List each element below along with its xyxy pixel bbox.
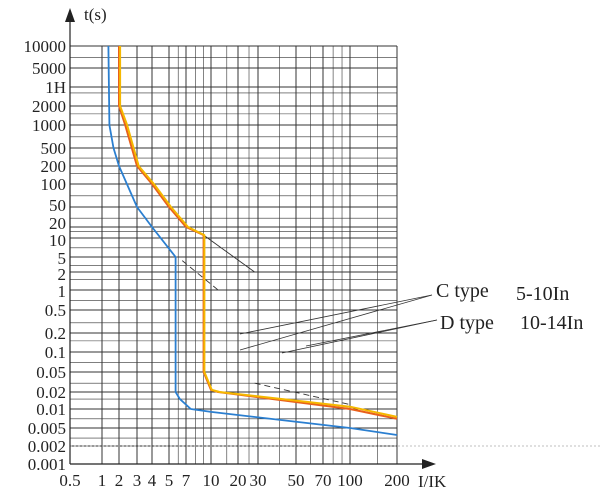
d-leader-line xyxy=(281,319,438,354)
y-tick-label: 500 xyxy=(41,139,67,158)
x-tick-label: 100 xyxy=(337,471,363,490)
x-tick-label: 4 xyxy=(148,471,157,490)
y-tick-label: 1 xyxy=(58,282,67,301)
x-tick-label: 20 xyxy=(230,471,247,490)
x-tick-label: 3 xyxy=(133,471,142,490)
x-tick-label: 70 xyxy=(315,471,332,490)
annotation-d-type-label: D type xyxy=(440,312,494,334)
y-tick-label: 20 xyxy=(49,214,66,233)
y-tick-label: 200 xyxy=(41,157,67,176)
y-tick-label: 1H xyxy=(45,78,66,97)
series-line-2 xyxy=(119,46,398,418)
y-tick-label: 0.1 xyxy=(45,343,66,362)
y-tick-label: 50 xyxy=(49,196,66,215)
c-leader-line xyxy=(239,294,433,351)
x-tick-label: 10 xyxy=(203,471,220,490)
y-tick-label: 1000 xyxy=(32,116,66,135)
x-tick-label: 200 xyxy=(384,471,410,490)
axes xyxy=(65,8,436,469)
guide-line xyxy=(254,382,351,405)
y-axis-label: t(s) xyxy=(84,5,107,24)
y-axis-arrow-icon xyxy=(65,8,75,22)
y-tick-label: 0.02 xyxy=(36,383,66,402)
y-tick-label: 2000 xyxy=(32,97,66,116)
tick-labels: 0.5 1 2 3 4 5 7 10 20 30 50 70 100 2001000050001H2000… xyxy=(24,37,410,490)
x-axis-label: I/IK xyxy=(418,472,447,491)
x-tick-label: 30 xyxy=(250,471,267,490)
x-tick-label: 1 xyxy=(98,471,107,490)
y-tick-label: 0.001 xyxy=(28,455,66,474)
x-tick-label: 50 xyxy=(288,471,305,490)
x-tick-label: 2 xyxy=(115,471,124,490)
c-leader-line xyxy=(239,294,433,335)
x-axis-arrow-icon xyxy=(422,459,436,469)
grid xyxy=(69,45,398,465)
annotation-c-type-label: C type xyxy=(436,280,489,302)
y-tick-label: 0.2 xyxy=(45,324,66,343)
y-tick-label: 5 xyxy=(58,249,67,268)
y-tick-label: 100 xyxy=(41,175,67,194)
annotation-c-type-range: 5-10In xyxy=(516,283,569,305)
series-group xyxy=(107,45,398,436)
annotations: C type 5-10In D type 10-14In xyxy=(239,280,583,354)
x-tick-label: 7 xyxy=(182,471,191,490)
y-tick-label: 10 xyxy=(49,231,66,250)
series-line-0 xyxy=(107,45,398,436)
annotation-d-type-range: 10-14In xyxy=(520,312,583,334)
y-tick-label: 0.05 xyxy=(36,363,66,382)
x-tick-label: 5 xyxy=(165,471,174,490)
y-tick-label: 0.005 xyxy=(28,419,66,438)
guide-line xyxy=(203,234,255,273)
y-tick-label: 5000 xyxy=(32,59,66,78)
y-tick-label: 10000 xyxy=(24,37,67,56)
guide-lines xyxy=(181,234,351,405)
y-tick-label: 0.5 xyxy=(45,301,66,320)
y-tick-label: 2 xyxy=(58,265,67,284)
y-tick-label: 0.01 xyxy=(36,400,66,419)
y-tick-label: 0.002 xyxy=(28,437,66,456)
guide-line xyxy=(181,260,219,291)
x-tick-label: 0.5 xyxy=(59,471,80,490)
